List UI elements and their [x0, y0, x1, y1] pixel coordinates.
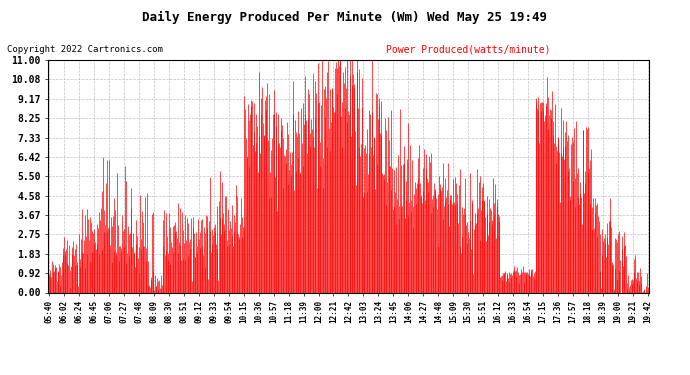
- Text: Daily Energy Produced Per Minute (Wm) Wed May 25 19:49: Daily Energy Produced Per Minute (Wm) We…: [143, 11, 547, 24]
- Text: Power Produced(watts/minute): Power Produced(watts/minute): [386, 45, 551, 55]
- Text: Copyright 2022 Cartronics.com: Copyright 2022 Cartronics.com: [7, 45, 163, 54]
